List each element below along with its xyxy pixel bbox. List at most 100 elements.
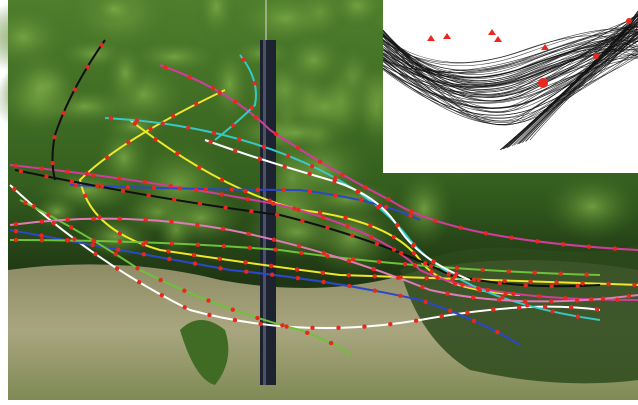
position-dot bbox=[219, 177, 225, 183]
position-dot bbox=[65, 238, 71, 243]
position-dot bbox=[350, 233, 355, 238]
position-dot bbox=[142, 179, 148, 185]
position-dot bbox=[244, 269, 249, 274]
position-dot bbox=[220, 226, 226, 231]
position-dot bbox=[153, 136, 158, 142]
inset-track bbox=[518, 33, 638, 145]
position-dot bbox=[73, 183, 79, 188]
position-dot bbox=[269, 272, 275, 277]
inset-track bbox=[382, 47, 638, 119]
position-dot bbox=[340, 172, 345, 177]
position-dot bbox=[549, 283, 554, 289]
position-dot bbox=[377, 203, 383, 209]
position-dot bbox=[500, 295, 505, 300]
position-dot bbox=[296, 244, 302, 249]
trajectory bbox=[9, 239, 601, 276]
inset-track bbox=[382, 33, 638, 74]
position-dot bbox=[46, 212, 51, 217]
position-dot bbox=[320, 270, 326, 276]
inset-track bbox=[505, 20, 638, 149]
position-dot bbox=[18, 169, 24, 174]
position-dot bbox=[606, 281, 611, 287]
position-dot bbox=[398, 251, 404, 256]
position-dot bbox=[247, 245, 253, 251]
position-dot bbox=[497, 280, 503, 286]
position-dot bbox=[85, 64, 90, 69]
position-dot bbox=[580, 281, 585, 286]
position-dot bbox=[141, 252, 147, 257]
inset-track bbox=[507, 22, 638, 148]
position-dot bbox=[243, 188, 248, 194]
position-dot bbox=[476, 277, 481, 283]
position-dot bbox=[347, 283, 352, 289]
position-dot bbox=[286, 153, 291, 158]
position-dot bbox=[65, 217, 70, 222]
position-dot bbox=[336, 325, 341, 331]
position-dot bbox=[114, 266, 120, 271]
position-dot bbox=[372, 288, 378, 293]
position-dot bbox=[163, 64, 168, 70]
position-dot bbox=[117, 216, 122, 221]
leaf-cluster bbox=[104, 39, 147, 106]
position-dot bbox=[496, 297, 502, 303]
position-dot bbox=[203, 186, 209, 192]
position-dot bbox=[429, 269, 434, 275]
position-dot bbox=[211, 130, 217, 135]
position-dot bbox=[44, 174, 49, 179]
position-dot bbox=[368, 223, 373, 228]
position-dot bbox=[371, 266, 376, 272]
position-dot bbox=[584, 272, 589, 277]
position-dot bbox=[93, 251, 98, 257]
position-dot bbox=[310, 325, 315, 331]
trajectory bbox=[9, 229, 521, 346]
position-dot bbox=[511, 291, 516, 296]
position-dot bbox=[232, 148, 238, 153]
position-dot bbox=[108, 116, 114, 121]
inset-track bbox=[382, 53, 638, 125]
position-dot bbox=[374, 241, 380, 247]
position-dot bbox=[495, 329, 500, 335]
position-dot bbox=[299, 250, 304, 256]
inset-track bbox=[514, 28, 638, 146]
position-dot bbox=[206, 298, 211, 303]
position-dot bbox=[402, 261, 408, 267]
leaf-cluster bbox=[90, 0, 138, 25]
inset-markers bbox=[427, 18, 632, 88]
position-dot bbox=[90, 242, 95, 248]
position-dot bbox=[39, 166, 45, 171]
position-dot bbox=[560, 242, 566, 247]
inset-track bbox=[508, 23, 638, 148]
position-dot bbox=[271, 237, 277, 242]
position-dot bbox=[424, 275, 429, 281]
position-dot bbox=[471, 277, 477, 282]
position-dot bbox=[39, 233, 44, 238]
position-dot bbox=[261, 144, 267, 149]
position-dot bbox=[295, 145, 301, 151]
position-dot bbox=[413, 318, 419, 323]
inset-track bbox=[382, 56, 638, 116]
trajectory bbox=[14, 169, 601, 288]
position-dot bbox=[452, 281, 458, 286]
position-dot bbox=[61, 110, 66, 116]
position-dot bbox=[143, 217, 148, 223]
position-dot bbox=[148, 126, 153, 132]
position-dot bbox=[252, 80, 257, 86]
trajectory bbox=[19, 199, 351, 356]
position-dot bbox=[447, 308, 453, 314]
position-dot bbox=[294, 267, 300, 272]
inset-track bbox=[382, 28, 638, 90]
trajectory bbox=[204, 139, 471, 281]
position-dot bbox=[325, 225, 330, 231]
position-dot bbox=[506, 269, 511, 274]
position-dot bbox=[84, 171, 89, 176]
position-dot bbox=[207, 312, 212, 318]
position-dot bbox=[292, 206, 297, 211]
position-dot bbox=[39, 237, 45, 243]
position-dot bbox=[116, 176, 122, 181]
position-dot bbox=[273, 247, 278, 252]
position-dot bbox=[439, 314, 444, 319]
position-dot bbox=[217, 90, 222, 95]
position-dot bbox=[346, 258, 352, 264]
position-dot bbox=[168, 183, 173, 189]
